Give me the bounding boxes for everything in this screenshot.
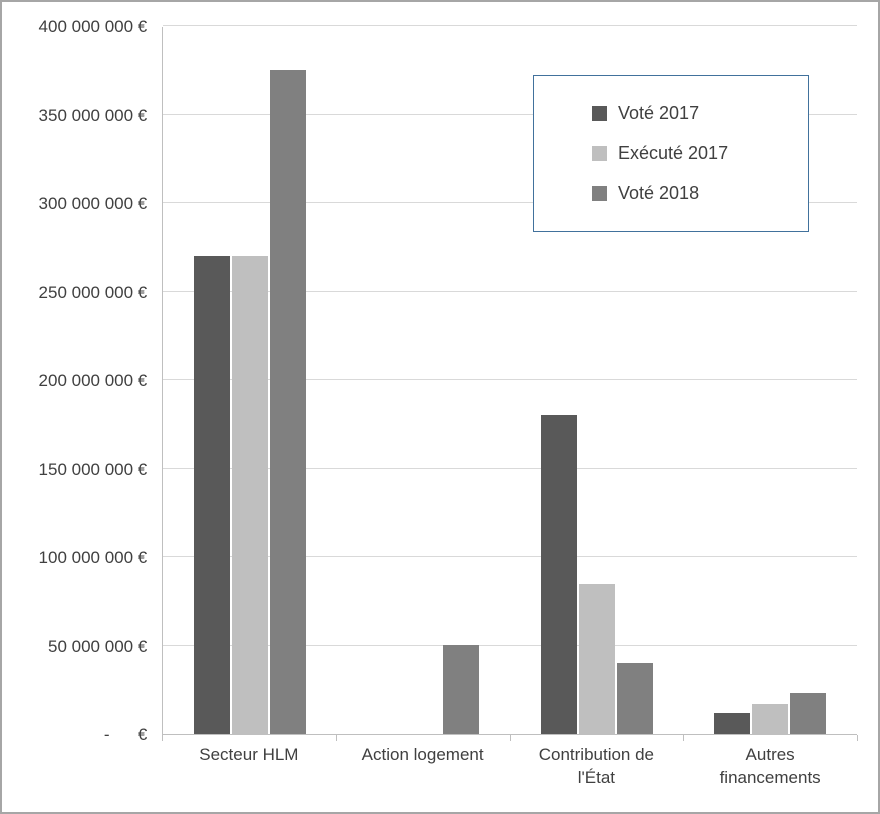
bar-series-2-category-1 (443, 645, 480, 734)
legend-label: Voté 2018 (618, 183, 700, 203)
gridline (163, 379, 857, 380)
x-axis-tick (162, 735, 163, 741)
bar-series-0-category-3 (714, 713, 751, 734)
category-group (510, 27, 684, 734)
x-axis-tick (857, 735, 858, 741)
y-axis-tick-label: - € (103, 725, 152, 744)
x-axis-tick (509, 735, 511, 741)
legend: Voté 2017 Exécuté 2017 Voté 2018 (533, 75, 809, 232)
legend-entry: Voté 2018 (592, 183, 798, 204)
category-group (337, 27, 511, 734)
legend-swatch-icon (592, 106, 607, 121)
x-axis-tick (683, 735, 685, 741)
gridline (163, 113, 857, 115)
y-axis-labels: - € 50 000 000 € 100 000 000 € 150 000 0… (2, 17, 152, 744)
y-axis-tick-label: 350 000 000 € (38, 105, 152, 125)
gridline (163, 202, 857, 203)
bar-series-0-category-2 (540, 415, 577, 734)
y-axis-tick-label: 300 000 000 € (38, 194, 152, 213)
bar-series-0-category-0 (193, 256, 230, 734)
legend-label: Voté 2017 (618, 103, 700, 123)
y-axis-tick-label: 150 000 000 € (38, 459, 152, 479)
y-axis-tick-label: 100 000 000 € (38, 548, 152, 567)
x-axis-category-label: Autres financements (719, 745, 821, 787)
plot-area (162, 25, 857, 735)
x-axis-category-label: Contribution de l'État (538, 745, 655, 787)
y-axis-tick-label: 400 000 000 € (38, 17, 152, 36)
gridline (163, 290, 857, 292)
y-axis-tick-label: 200 000 000 € (38, 371, 152, 390)
bar-series-1-category-3 (752, 704, 789, 734)
bar-series-2-category-3 (790, 693, 827, 734)
gridline (163, 467, 857, 469)
x-axis-tick (335, 735, 337, 741)
x-axis-category-label: Action logement (361, 745, 484, 764)
bar-series-2-category-2 (616, 663, 653, 734)
legend-entry: Exécuté 2017 (592, 143, 798, 164)
legend-label: Exécuté 2017 (618, 143, 729, 163)
bar-series-1-category-2 (578, 584, 615, 734)
legend-entry: Voté 2017 (592, 103, 798, 124)
gridline (163, 556, 857, 557)
y-axis-tick-label: 250 000 000 € (38, 282, 152, 302)
gridline (163, 644, 857, 646)
x-axis-labels: Secteur HLM Action logement Contribution d… (162, 744, 857, 790)
bar-groups (163, 27, 857, 734)
bar-series-2-category-0 (269, 70, 306, 734)
category-group (163, 27, 337, 734)
x-axis-category-label: Secteur HLM (199, 745, 299, 764)
y-axis-tick-label: 50 000 000 € (48, 636, 152, 656)
gridline (163, 25, 857, 26)
category-group (684, 27, 858, 734)
bar-series-1-category-0 (231, 256, 268, 734)
legend-swatch-icon (592, 186, 607, 201)
legend-swatch-icon (592, 146, 607, 161)
